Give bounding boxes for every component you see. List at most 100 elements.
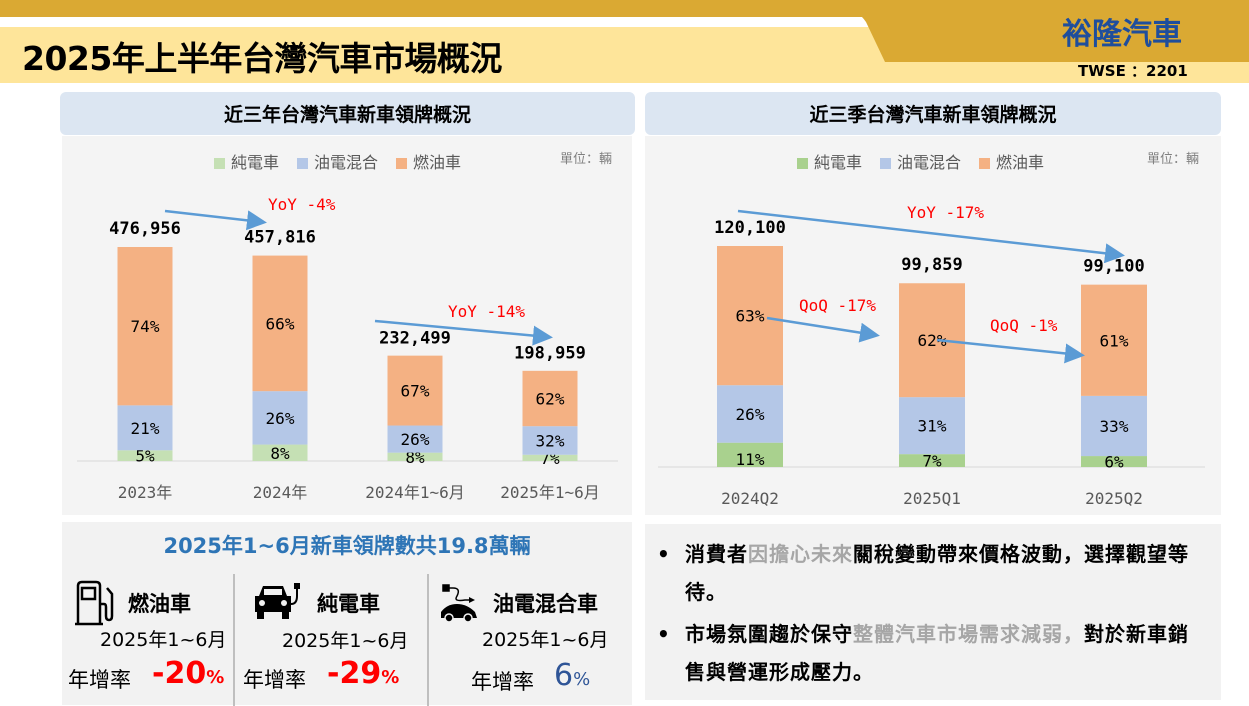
data-label: 33% (1100, 417, 1129, 436)
left-stacked-bar-chart: 5% 21% 74% 476,956 2023年 8% 26% 66% 457,816 2024年… (77, 195, 618, 502)
legend-swatch (880, 158, 892, 169)
right-chart-legend: 純電車 油電混合 燃油車 (797, 149, 1044, 173)
bar-segment (717, 385, 783, 443)
bullet-item: • 市場氛圍趨於保守整體汽車市場需求減弱，對於新車銷售與營運形成壓力。 (645, 615, 1205, 691)
legend-swatch (979, 158, 991, 169)
trend-annotation: QoQ -1% (990, 316, 1058, 335)
data-label: 67% (401, 382, 430, 401)
x-tick-label: 2023年 (118, 483, 173, 502)
data-label: 6% (1104, 453, 1124, 472)
bullet-segment: 消費者 (685, 542, 748, 566)
total-label: 99,100 (1083, 257, 1144, 277)
summary-title: 2025年1~6月新車領牌數共19.8萬輛 (163, 534, 531, 558)
summary-item-hybrid: 油電混合車 2025年1~6月 年增率 6% (431, 572, 631, 702)
bar-segment (522, 454, 578, 461)
growth-rate-value: -20% (152, 656, 224, 691)
x-tick-label: 2025年1~6月 (500, 483, 599, 502)
bullet-segment: 市場氛圍趨於保守 (685, 622, 853, 646)
summary-item-ev: 純電車 2025年1~6月 年增率 -29% (237, 572, 427, 702)
legend-label: 油電混合 (314, 153, 379, 172)
bar-segment (387, 425, 443, 453)
data-label: 31% (918, 417, 947, 436)
bar-segment (1081, 456, 1147, 467)
bar-segment (387, 355, 443, 426)
legend-item-ice: 燃油車 (979, 149, 1044, 173)
bar-segment (717, 442, 783, 467)
bar-segment (1081, 284, 1147, 396)
bar-segment (117, 405, 173, 451)
rate-percent: % (206, 667, 225, 688)
legend-label: 純電車 (814, 153, 863, 172)
header-gold-shape (0, 0, 1249, 62)
x-tick-label: 2025Q2 (1085, 489, 1143, 508)
growth-rate-label: 年增率 (68, 668, 131, 692)
bar-segment (252, 391, 308, 445)
bar-segment (899, 283, 965, 398)
bullet-segment: 關稅變動帶來價格波動，選擇觀望等待。 (685, 542, 1189, 604)
summary-item-name: 油電混合車 (493, 592, 598, 616)
legend-item-hybrid: 油電混合 (880, 149, 961, 173)
trend-arrow (766, 316, 880, 343)
data-label: 26% (266, 409, 295, 428)
legend-label: 燃油車 (996, 153, 1045, 172)
summary-panel: 2025年1~6月新車領牌數共19.8萬輛 燃油車 2025年1~6月 年增率 … (62, 522, 632, 706)
total-label: 232,499 (379, 329, 451, 349)
unit-label: 單位：輛 (560, 152, 613, 167)
bar-segment (899, 454, 965, 467)
bullet-segment: 對於新車銷售與營運形成壓力。 (685, 622, 1189, 684)
growth-rate-value: 6% (554, 658, 590, 693)
electric-car-icon (255, 583, 300, 619)
data-label: 32% (536, 431, 565, 450)
trend-annotation: YoY -4% (268, 195, 336, 214)
legend-label: 純電車 (231, 153, 280, 172)
data-label: 61% (1100, 331, 1129, 350)
left-chart-title: 近三年台灣汽車新車領牌概況 (60, 92, 635, 135)
data-label: 62% (918, 331, 947, 350)
summary-item-ice: 燃油車 2025年1~6月 年增率 -20% (62, 572, 232, 702)
total-label: 99,859 (901, 255, 962, 275)
legend-item-ice: 燃油車 (396, 149, 461, 173)
trend-arrow (164, 209, 267, 231)
right-stacked-bar-chart: 11% 26% 63% 120,100 2024Q2 7% 31% 62% 99,859 2025… (658, 203, 1205, 508)
data-label: 5% (135, 447, 155, 466)
trend-annotation: YoY -14% (448, 302, 525, 321)
bar-segment (117, 247, 173, 406)
total-label: 120,100 (714, 218, 786, 238)
bar-segment (387, 452, 443, 461)
legend-item-ev: 純電車 (214, 149, 279, 173)
trend-annotation: QoQ -17% (799, 296, 876, 315)
rate-number: -20 (152, 656, 207, 691)
divider (233, 574, 235, 706)
bar-segment (1081, 395, 1147, 457)
x-tick-label: 2024Q2 (721, 489, 779, 508)
data-label: 62% (536, 390, 565, 409)
unit-label: 單位：輛 (1147, 152, 1200, 167)
data-label: 11% (736, 450, 765, 469)
legend-label: 燃油車 (413, 153, 462, 172)
data-label: 21% (131, 419, 160, 438)
summary-item-period: 2025年1~6月 (482, 629, 609, 651)
bullet-icon: • (657, 622, 671, 646)
fuel-pump-icon (75, 580, 114, 626)
x-tick-label: 2024年 (253, 483, 308, 502)
x-tick-label: 2025Q1 (903, 489, 961, 508)
hybrid-car-icon (441, 584, 477, 623)
total-label: 476,956 (109, 219, 181, 239)
bar-segment (522, 426, 578, 455)
left-chart-panel: 純電車 油電混合 燃油車 單位：輛 5% 21% 74% 476,956 2023年 8%… (62, 136, 632, 515)
page-title: 2025年上半年台灣汽車市場概況 (22, 39, 502, 78)
legend-item-ev: 純電車 (797, 149, 862, 173)
bullet-segment-gray: 因擔心未來 (748, 542, 853, 566)
legend-swatch (214, 158, 225, 169)
legend-item-hybrid: 油電混合 (297, 149, 378, 173)
trend-arrow (737, 209, 1125, 264)
data-label: 26% (401, 430, 430, 449)
bar-segment (899, 397, 965, 455)
trend-annotation: YoY -17% (907, 203, 984, 222)
data-label: 7% (922, 452, 942, 471)
data-label: 66% (266, 314, 295, 333)
data-label: 8% (270, 444, 290, 463)
bullet-segment-gray: 整體汽車市場需求減弱， (853, 622, 1084, 646)
legend-swatch (297, 158, 309, 169)
company-logo: 裕隆汽車 (1062, 17, 1182, 52)
